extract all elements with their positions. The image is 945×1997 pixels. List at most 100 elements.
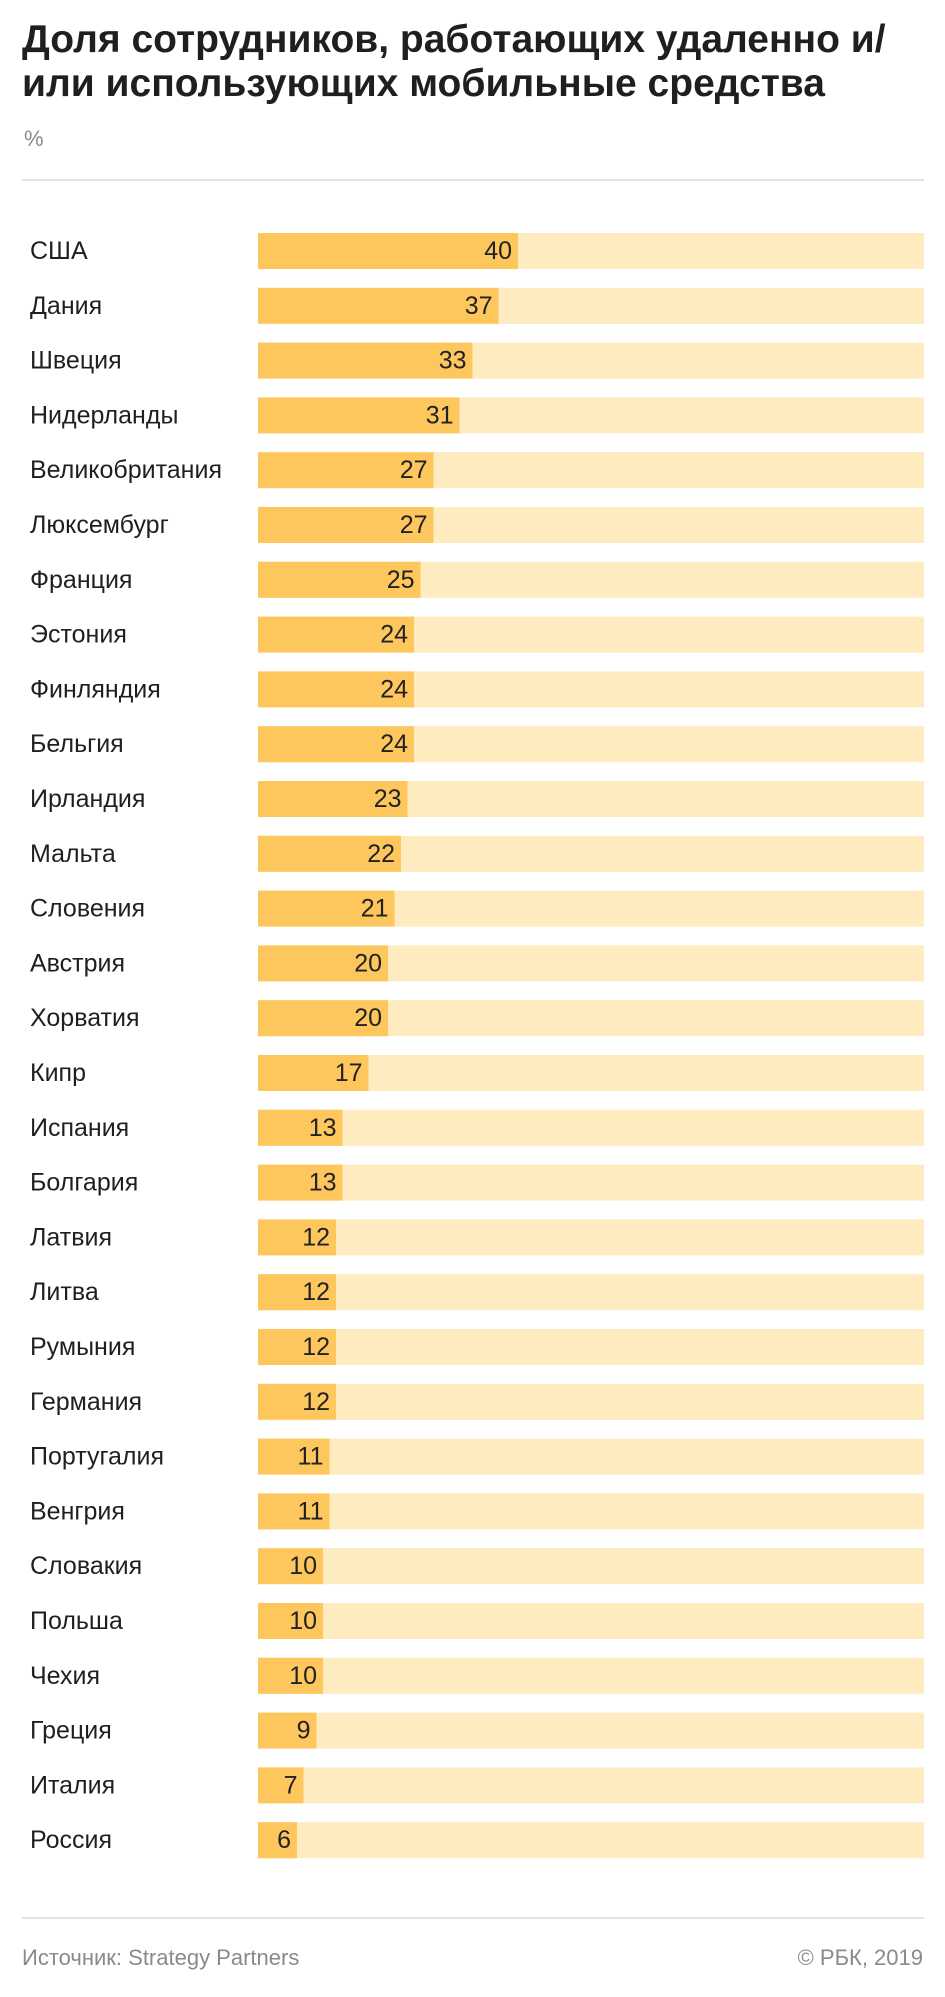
bar [258, 1548, 323, 1585]
value-label: 13 [309, 1114, 337, 1142]
bar-track [258, 1383, 924, 1420]
value-label: 23 [374, 785, 402, 813]
bar-track [258, 1548, 924, 1585]
category-label: Кипр [30, 1059, 86, 1087]
source-note: Источник: Strategy Partners [22, 1945, 300, 1970]
bar-row: Кипр 17 [30, 1055, 924, 1091]
bar-row: Швеция 33 [30, 342, 924, 379]
value-label: 37 [465, 292, 493, 320]
value-label: 33 [439, 347, 467, 375]
bar-row: Италия 7 [30, 1767, 924, 1804]
bar-track [258, 1493, 924, 1530]
bar-track [258, 1274, 924, 1311]
value-label: 13 [309, 1169, 337, 1197]
bar-track [258, 1164, 924, 1201]
bar [258, 342, 473, 379]
category-label: Польша [30, 1607, 123, 1635]
category-label: Великобритания [30, 456, 222, 484]
category-label: США [30, 237, 88, 265]
bar-row: Франция 25 [30, 561, 924, 598]
value-label: 20 [354, 1004, 382, 1032]
value-label: 24 [380, 675, 408, 703]
value-label: 9 [297, 1717, 311, 1745]
bar [258, 1767, 304, 1804]
bar [258, 1822, 297, 1859]
category-label: Греция [30, 1717, 112, 1745]
value-label: 10 [289, 1607, 317, 1635]
bar [258, 1000, 388, 1037]
category-label: Латвия [30, 1223, 112, 1251]
bar [258, 726, 414, 763]
value-label: 12 [302, 1388, 330, 1416]
category-label: Дания [30, 292, 102, 320]
value-label: 10 [289, 1552, 317, 1580]
value-label: 24 [380, 621, 408, 649]
bar-row: Латвия 12 [30, 1219, 924, 1256]
bar [258, 945, 388, 982]
bar-track [258, 1055, 924, 1091]
chart-title: Доля сотрудников, работающих удаленно и/… [22, 18, 886, 105]
bar-row: Россия 6 [30, 1822, 924, 1859]
value-label: 11 [298, 1497, 324, 1525]
bar-track [258, 1767, 924, 1804]
value-label: 17 [335, 1059, 363, 1087]
bar [258, 1603, 323, 1639]
value-label: 25 [387, 566, 415, 594]
bar [258, 452, 434, 489]
bar-row: Литва 12 [30, 1274, 924, 1311]
bar [258, 1438, 330, 1475]
bar [258, 1109, 343, 1146]
category-label: Люксембург [30, 511, 169, 539]
category-label: Испания [30, 1114, 129, 1142]
category-label: Португалия [30, 1443, 164, 1471]
category-label: Финляндия [30, 675, 161, 703]
bar [258, 835, 401, 872]
value-label: 10 [289, 1662, 317, 1690]
bar-row: Мальта 22 [30, 835, 924, 872]
bar-row: Люксембург 27 [30, 507, 924, 543]
bar [258, 1383, 336, 1420]
bar-row: Венгрия 11 [30, 1493, 924, 1530]
value-label: 7 [284, 1771, 298, 1799]
category-label: Румыния [30, 1333, 135, 1361]
bar [258, 1164, 343, 1201]
bar-row: Нидерланды 31 [30, 397, 924, 434]
bar-row: США 40 [30, 233, 924, 269]
value-label: 21 [361, 895, 389, 923]
bar-row: Чехия 10 [30, 1657, 924, 1694]
category-label: Швеция [30, 347, 122, 375]
value-label: 31 [426, 401, 454, 429]
category-label: Франция [30, 566, 132, 594]
value-label: 12 [302, 1333, 330, 1361]
bar [258, 890, 395, 927]
bar-row: Великобритания 27 [30, 452, 924, 489]
category-label: Эстония [30, 621, 127, 649]
bar [258, 616, 414, 653]
category-label: Бельгия [30, 730, 124, 758]
bar-row: Польша 10 [30, 1603, 924, 1639]
bar-row: Словения 21 [30, 890, 924, 927]
bar [258, 1657, 323, 1694]
bar-row: Хорватия 20 [30, 1000, 924, 1037]
bar-track [258, 1712, 924, 1749]
bar [258, 1055, 369, 1091]
bar-track [258, 1109, 924, 1146]
bar [258, 1274, 336, 1311]
category-label: Литва [30, 1278, 99, 1306]
category-label: Мальта [30, 840, 116, 868]
value-label: 27 [400, 456, 428, 484]
bar [258, 397, 460, 434]
bar-row: Германия 12 [30, 1383, 924, 1420]
value-label: 12 [302, 1223, 330, 1251]
bar [258, 781, 408, 817]
bar-track [258, 1822, 924, 1859]
value-label: 27 [400, 511, 428, 539]
bar-row: Ирландия 23 [30, 781, 924, 817]
bar [258, 233, 518, 269]
category-label: Австрия [30, 949, 125, 977]
bar [258, 1219, 336, 1256]
category-label: Венгрия [30, 1497, 125, 1525]
category-label: Италия [30, 1771, 115, 1799]
category-label: Хорватия [30, 1004, 140, 1032]
bar-row: Испания 13 [30, 1109, 924, 1146]
